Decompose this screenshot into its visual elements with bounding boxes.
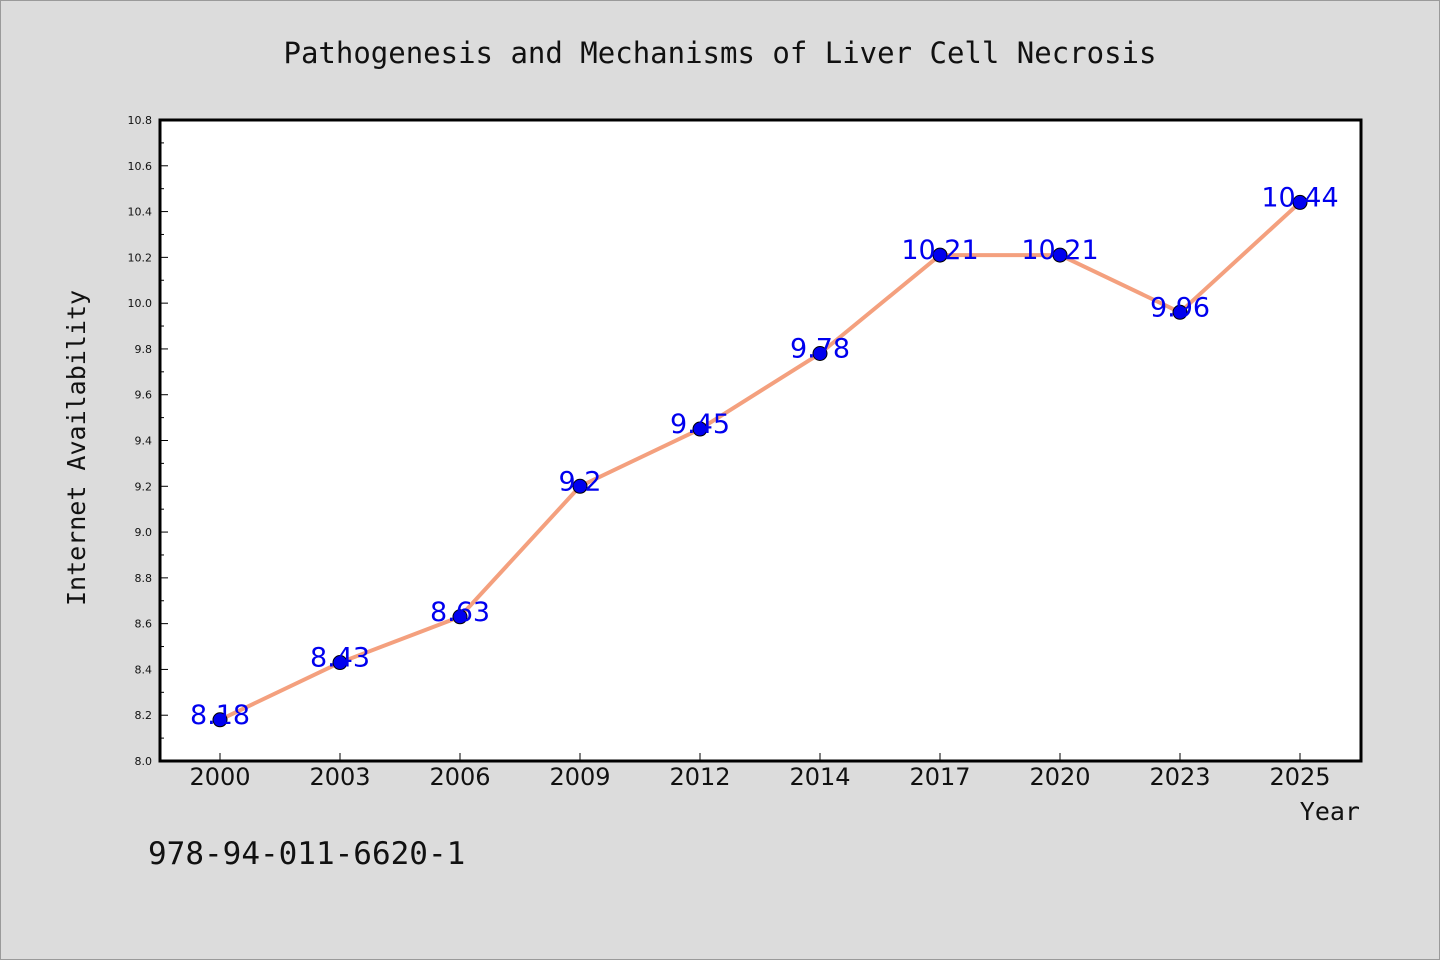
y-tick-label: 10.2 <box>128 251 153 264</box>
data-point <box>1052 247 1068 263</box>
series-group <box>212 194 1308 728</box>
x-axis-label: Year <box>1300 797 1360 826</box>
y-tick-label: 10.6 <box>128 160 153 173</box>
data-point <box>332 655 348 671</box>
x-tick-label: 2014 <box>789 763 850 791</box>
data-point <box>212 712 228 728</box>
y-tick-label: 10.8 <box>128 114 153 127</box>
data-label: 8.43 <box>310 643 370 674</box>
x-tick-label: 2000 <box>189 763 250 791</box>
x-tick-label: 2020 <box>1029 763 1090 791</box>
y-tick-label: 8.4 <box>135 663 153 676</box>
x-tick-label: 2012 <box>669 763 730 791</box>
y-tick-label: 10.4 <box>128 206 153 219</box>
y-axis: 8.0 8.2 8.4 8.6 8.8 9.0 9.2 9.4 9.6 9.8 10.0 10.2 10… <box>128 114 168 768</box>
data-point <box>1172 304 1188 320</box>
data-label: 8.63 <box>430 597 490 628</box>
data-label: 9.78 <box>790 334 850 365</box>
data-label: 8.18 <box>190 700 250 731</box>
data-point <box>812 346 828 362</box>
data-point <box>932 247 948 263</box>
y-tick-label: 10.0 <box>128 297 153 310</box>
data-label: 9.45 <box>670 409 730 440</box>
y-tick-label: 8.2 <box>135 709 153 722</box>
data-point <box>572 478 588 494</box>
data-point <box>692 421 708 437</box>
x-tick-label: 2025 <box>1269 763 1330 791</box>
chart-title: Pathogenesis and Mechanisms of Liver Cel… <box>284 36 1157 70</box>
x-tick-label: 2003 <box>309 763 370 791</box>
data-label: 10.21 <box>901 235 978 266</box>
data-label: 9.96 <box>1150 292 1210 323</box>
data-labels: 8.18 8.43 8.63 9.2 9.45 9.78 10.21 10.21 9.96 10.… <box>190 182 1339 730</box>
y-tick-label: 9.2 <box>135 480 153 493</box>
x-tick-label: 2009 <box>549 763 610 791</box>
y-tick-label: 8.8 <box>135 572 153 585</box>
y-tick-label: 8.0 <box>135 755 153 768</box>
data-label: 9.2 <box>559 466 602 497</box>
x-tick-label: 2023 <box>1149 763 1210 791</box>
x-axis: 2000 2003 2006 2009 2012 2014 2017 2020 2023 2025 <box>189 753 1331 791</box>
data-label: 10.21 <box>1021 235 1098 266</box>
data-label: 10.44 <box>1261 182 1338 213</box>
data-point <box>1292 194 1308 210</box>
x-tick-label: 2006 <box>429 763 490 791</box>
data-point <box>452 609 468 625</box>
x-tick-label: 2017 <box>909 763 970 791</box>
y-tick-label: 9.4 <box>135 435 153 448</box>
y-axis-label: Internet Availability <box>62 290 91 606</box>
y-tick-label: 9.0 <box>135 526 153 539</box>
footer-text: 978-94-011-6620-1 <box>148 836 465 872</box>
y-tick-label: 9.6 <box>135 389 153 402</box>
y-tick-label: 8.6 <box>135 618 153 631</box>
y-tick-label: 9.8 <box>135 343 153 356</box>
series-line <box>218 200 1302 722</box>
